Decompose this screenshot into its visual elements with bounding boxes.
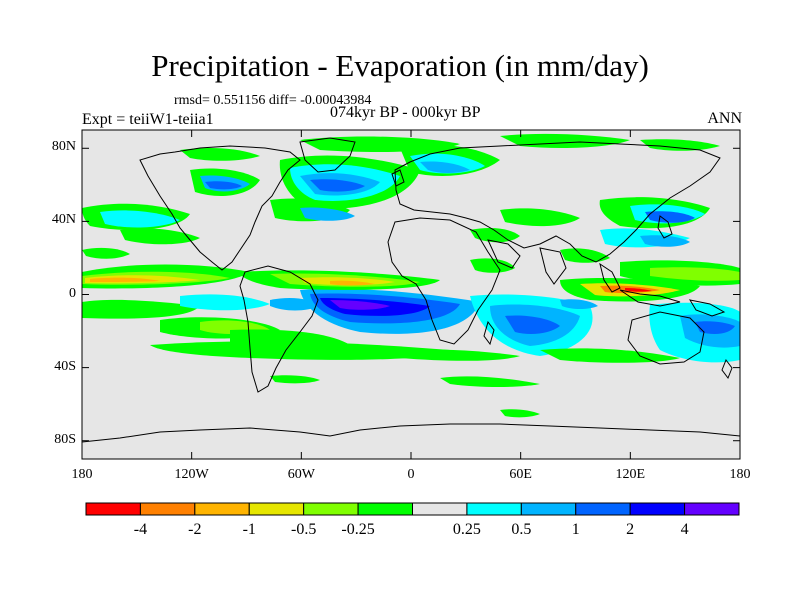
colorbar-label: -0.25 xyxy=(341,521,375,538)
lon-tick-label: 120W xyxy=(174,467,209,482)
period-label: 074kyr BP - 000kyr BP xyxy=(330,104,481,121)
lon-tick-label: 180 xyxy=(729,467,751,482)
lon-tick-label: 60E xyxy=(509,467,532,482)
lon-tick-label: 180 xyxy=(71,467,93,482)
season-label: ANN xyxy=(707,110,742,127)
colorbar-label: -0.5 xyxy=(290,521,317,538)
colorbar-swatch xyxy=(575,502,631,516)
experiment-label: Expt = teiiW1-teiia1 xyxy=(82,111,214,128)
anomaly-field xyxy=(82,133,740,418)
colorbar-label: 2 xyxy=(626,521,635,538)
colorbar-swatch xyxy=(357,502,414,516)
colorbar xyxy=(85,502,740,516)
colorbar-swatch xyxy=(194,502,250,516)
colorbar-swatch xyxy=(684,502,740,516)
colorbar-label: 0.5 xyxy=(511,521,532,538)
lat-tick-label: 40S xyxy=(54,358,76,374)
colorbar-swatch xyxy=(520,502,577,516)
lat-tick-label: 80N xyxy=(51,139,76,155)
lat-tick-label: 80S xyxy=(54,431,76,447)
lon-tick-label: 60W xyxy=(287,467,315,482)
lon-tick-label: 0 xyxy=(407,467,415,482)
coastlines xyxy=(82,137,740,443)
colorbar-label: -2 xyxy=(188,521,202,538)
colorbar-label: 1 xyxy=(571,521,580,538)
colorbar-swatch xyxy=(85,502,141,516)
colorbar-swatch xyxy=(412,502,468,516)
colorbar-swatch xyxy=(466,502,522,516)
rmsd-diff-label: rmsd= 0.551156 diff= -0.00043984 xyxy=(174,93,372,108)
lat-tick-label: 40N xyxy=(51,212,76,228)
colorbar-swatch xyxy=(139,502,196,516)
colorbar-label: 4 xyxy=(680,521,689,538)
lon-tick-label: 120E xyxy=(615,467,646,482)
lat-tick-label: 0 xyxy=(69,285,76,301)
colorbar-label: -4 xyxy=(133,521,148,538)
colorbar-swatch xyxy=(248,502,305,516)
colorbar-label: 0.25 xyxy=(452,521,481,538)
colorbar-swatch xyxy=(303,502,359,516)
colorbar-label: -1 xyxy=(242,521,256,538)
colorbar-swatch xyxy=(629,502,686,516)
plot-title: Precipitation - Evaporation (in mm/day) xyxy=(151,48,649,83)
